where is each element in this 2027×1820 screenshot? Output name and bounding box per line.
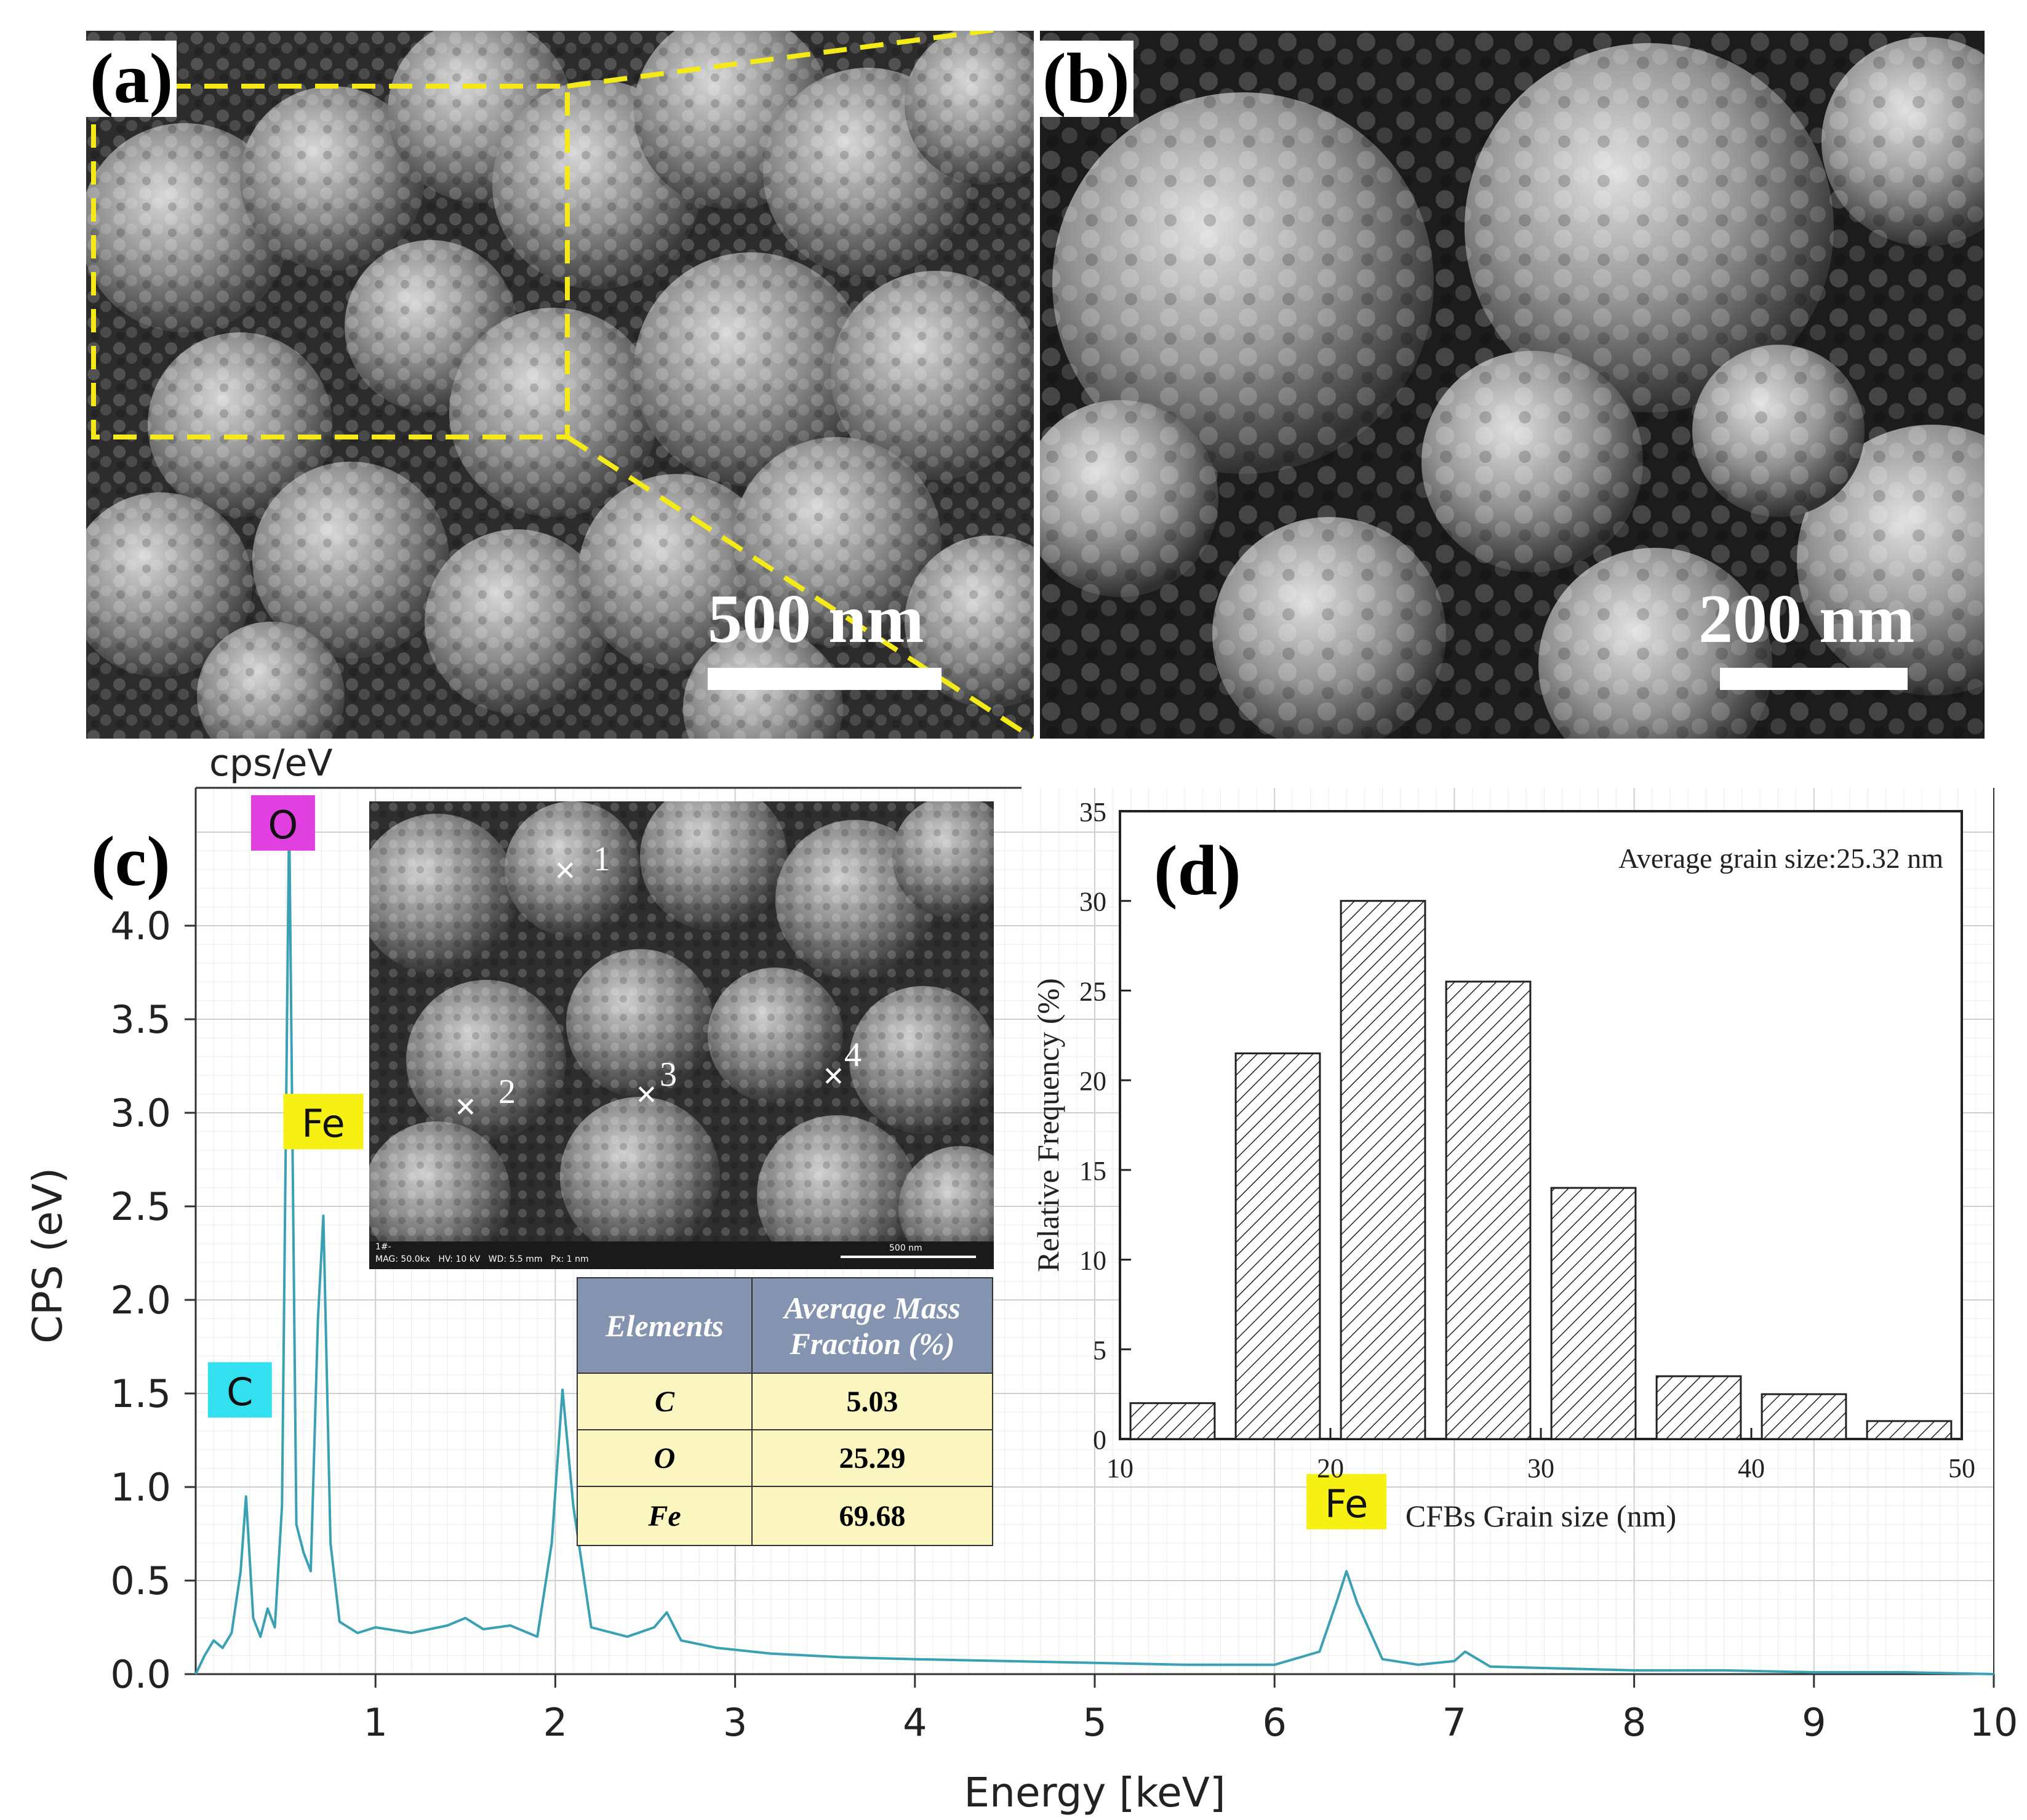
x-tick-label: 50	[1948, 1453, 1975, 1483]
header-fraction-line1: Average Mass	[784, 1290, 961, 1325]
x-tick-label: 7	[1442, 1700, 1466, 1745]
y-tick-label: 4.0	[110, 904, 171, 948]
table-cell-value: 25.29	[751, 1429, 993, 1487]
marker-label-4: 4	[844, 1036, 862, 1074]
table-cell-value: 5.03	[751, 1373, 993, 1430]
table-cell-value: 69.68	[751, 1486, 993, 1546]
scale-bar-label-a: 500 nm	[708, 581, 924, 657]
marker-label-2: 2	[498, 1073, 516, 1111]
scale-bar-a	[708, 668, 942, 690]
sem-texture-a	[86, 31, 1034, 739]
peak-label: C	[226, 1369, 253, 1414]
scale-bar-b	[1720, 668, 1908, 690]
panel-label-d: (d)	[1154, 832, 1241, 910]
y-tick-label: 0.5	[110, 1558, 171, 1603]
y-tick-label: 25	[1079, 976, 1106, 1006]
sem-image-b: 200 nm	[1040, 31, 1985, 739]
x-tick-label: 3	[723, 1700, 747, 1745]
x-tick-label: 20	[1317, 1453, 1344, 1483]
table-cell-element: O	[577, 1429, 753, 1487]
marker-4: ✕	[822, 1061, 845, 1092]
peak-label-bg	[283, 1094, 364, 1150]
header-fraction-line2: Fraction (%)	[790, 1326, 955, 1361]
histogram-bar	[1340, 900, 1426, 1440]
mass-fraction-table: Elements Average Mass Fraction (%) C 5.0…	[577, 1277, 993, 1546]
inset-info-label: 1#-	[375, 1242, 391, 1252]
y-tick-label: 2.0	[110, 1278, 171, 1323]
histogram-bar	[1655, 1375, 1742, 1440]
sem-image-a: 500 nm	[86, 31, 1034, 739]
inset-meta-label: MAG: 50.0kx HV: 10 kV WD: 5.5 mm Px: 1 n…	[375, 1254, 589, 1264]
x-tick-label: 9	[1802, 1700, 1826, 1745]
peak-label-bg	[250, 795, 315, 851]
header-mass-fraction: Average Mass Fraction (%)	[751, 1277, 993, 1374]
peak-label: Fe	[302, 1101, 345, 1146]
marker-2: ✕	[454, 1092, 477, 1123]
y-tick-label: 1.0	[110, 1465, 171, 1510]
y-tick-label: 35	[1079, 797, 1106, 827]
x-tick-label: 8	[1622, 1700, 1646, 1745]
y-tick-label: 3.0	[110, 1091, 171, 1136]
y-tick-label: 1.5	[110, 1371, 171, 1416]
peak-label-bg	[207, 1362, 272, 1418]
y-tick-label: 15	[1079, 1156, 1106, 1186]
unit-label: cps/eV	[209, 742, 333, 785]
y-tick-label: 30	[1079, 887, 1106, 917]
histogram-bar	[1761, 1393, 1847, 1440]
marker-1: ✕	[554, 856, 577, 887]
y-tick-label: 2.5	[110, 1184, 171, 1229]
marker-3: ✕	[635, 1080, 658, 1111]
y-tick-label: 5	[1093, 1335, 1106, 1365]
table-row: C 5.03	[577, 1373, 993, 1430]
y-tick-label: 10	[1079, 1246, 1106, 1276]
histogram-bar	[1234, 1052, 1321, 1440]
marker-label-1: 1	[593, 840, 610, 878]
histogram-bar	[1866, 1420, 1953, 1440]
panel-label-c: (c)	[91, 822, 170, 901]
y-axis-label: CPS (eV)	[24, 1168, 71, 1344]
y-tick-label: 0	[1093, 1425, 1106, 1455]
chart-annotation: Average grain size:25.32 nm	[1618, 843, 1943, 874]
scale-bar-label-b: 200 nm	[1698, 581, 1915, 657]
zoom-region-box	[91, 31, 1034, 739]
table-row: Fe 69.68	[577, 1486, 993, 1546]
table-row: O 25.29	[577, 1429, 993, 1487]
y-axis-label: Relative Frequency (%)	[1031, 978, 1065, 1272]
panel-label-a: (a)	[86, 41, 177, 117]
panel-label-b: (b)	[1039, 41, 1133, 117]
inset-scale-label: 500 nm	[889, 1243, 922, 1253]
peak-label-bg	[1306, 1473, 1387, 1529]
x-axis-label: Energy [keV]	[964, 1769, 1225, 1816]
y-tick-label: 3.5	[110, 997, 171, 1042]
inset-sem-image: 1#- MAG: 50.0kx HV: 10 kV WD: 5.5 mm Px:…	[369, 801, 994, 1269]
table-header-row: Elements Average Mass Fraction (%)	[577, 1277, 993, 1374]
inset-scale-bar	[841, 1256, 976, 1258]
table-cell-element: Fe	[577, 1486, 753, 1546]
x-tick-label: 40	[1738, 1453, 1765, 1483]
x-tick-label: 10	[1970, 1700, 2018, 1745]
x-tick-label: 6	[1262, 1700, 1286, 1745]
x-tick-label: 30	[1527, 1453, 1554, 1483]
peak-label: Fe	[1325, 1481, 1368, 1526]
marker-label-3: 3	[660, 1056, 677, 1094]
inset-sem-texture	[369, 801, 994, 1269]
x-axis-label: CFBs Grain size (nm)	[1405, 1499, 1676, 1533]
x-tick-label: 1	[363, 1700, 387, 1745]
header-elements: Elements	[577, 1277, 753, 1374]
y-tick-label: 20	[1079, 1066, 1106, 1096]
peak-label: O	[268, 803, 298, 848]
histogram-bar	[1129, 1402, 1216, 1440]
sem-texture-b	[1040, 31, 1985, 739]
spectrum-line	[194, 812, 1994, 1675]
y-tick-label: 0.0	[110, 1652, 171, 1697]
x-tick-label: 4	[903, 1700, 927, 1745]
x-tick-label: 2	[543, 1700, 567, 1745]
histogram-bar	[1445, 980, 1532, 1440]
grain-size-histogram: 0 5 10 15 20 25 30 35 10 20 30 40 50 CFBs Grain size …	[1031, 797, 1975, 1533]
histogram-bar	[1550, 1187, 1637, 1440]
table-cell-element: C	[577, 1373, 753, 1430]
x-tick-label: 5	[1082, 1700, 1106, 1745]
x-tick-label: 10	[1106, 1453, 1133, 1483]
